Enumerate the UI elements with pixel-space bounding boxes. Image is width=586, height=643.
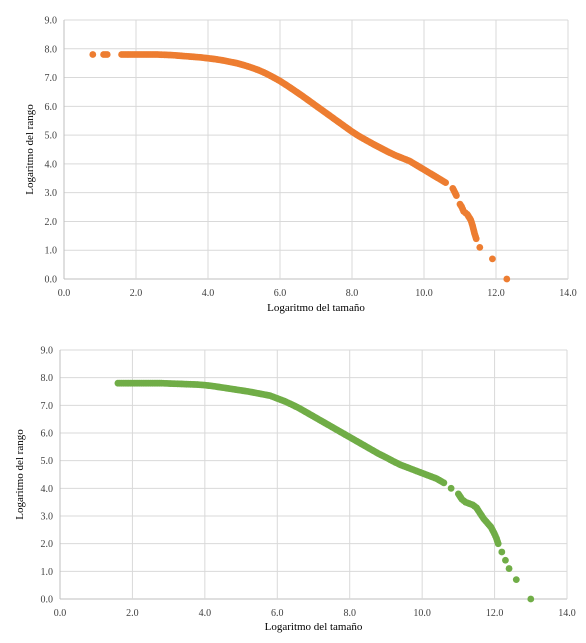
y-axis-label: Logaritmo del rango (14, 429, 26, 520)
x-tick-label: 8.0 (343, 608, 356, 619)
y-tick-label: 8.0 (45, 44, 58, 55)
y-tick-label: 1.0 (41, 567, 54, 578)
x-tick-label: 8.0 (346, 288, 359, 299)
x-tick-label: 10.0 (413, 608, 431, 619)
data-point (489, 255, 496, 263)
x-tick-label: 4.0 (202, 288, 215, 299)
x-tick-label: 10.0 (415, 288, 433, 299)
data-point (103, 51, 111, 58)
y-tick-label: 7.0 (45, 73, 58, 84)
x-tick-label: 12.0 (486, 608, 504, 619)
data-point (527, 595, 535, 603)
y-tick-label: 5.0 (45, 131, 58, 142)
x-tick-label: 2.0 (126, 608, 139, 619)
y-tick-label: 7.0 (41, 401, 54, 412)
chart-bottom: 0.0 1.0 2.0 3.0 4.0 5.0 6.0 7.0 8.0 9.0 0.0 2.0 4.0 6… (14, 346, 576, 634)
x-tick-label: 14.0 (558, 608, 576, 619)
data-point (442, 179, 449, 186)
y-tick-label: 0.0 (41, 595, 54, 606)
x-tick-label: 0.0 (58, 288, 71, 299)
data-point (447, 484, 455, 492)
y-tick-label: 2.0 (41, 539, 54, 550)
y-tick-label: 0.0 (45, 275, 58, 286)
data-point (89, 51, 97, 58)
y-tick-label: 5.0 (41, 456, 54, 467)
y-tick-label: 6.0 (41, 429, 54, 440)
x-tick-label: 4.0 (199, 608, 212, 619)
data-point (472, 235, 480, 243)
data-point (498, 548, 506, 556)
data-point (494, 540, 502, 548)
y-tick-label: 8.0 (41, 373, 54, 384)
x-tick-label: 6.0 (271, 608, 284, 619)
data-point (505, 565, 513, 572)
x-tick-label: 14.0 (559, 288, 577, 299)
x-tick-label: 2.0 (130, 288, 143, 299)
y-tick-label: 9.0 (41, 346, 54, 357)
y-tick-label: 3.0 (41, 512, 54, 523)
data-point (476, 243, 484, 251)
y-tick-label: 2.0 (45, 217, 58, 228)
y-tick-label: 4.0 (41, 484, 54, 495)
data-point (502, 556, 509, 564)
y-tick-label: 1.0 (45, 246, 58, 257)
x-tick-label: 0.0 (54, 608, 67, 619)
x-tick-label: 12.0 (487, 288, 505, 299)
y-tick-label: 6.0 (45, 102, 58, 113)
y-axis-label: Logaritmo del rango (24, 104, 36, 195)
data-point (440, 479, 448, 487)
y-tick-label: 9.0 (45, 16, 58, 27)
x-tick-label: 6.0 (274, 288, 287, 299)
data-point (503, 275, 511, 283)
y-tick-label: 4.0 (45, 159, 58, 170)
chart-top: 0.0 1.0 2.0 3.0 4.0 5.0 6.0 7.0 8.0 9.0 0.0 2.0 4.0 6… (24, 16, 577, 315)
data-point (453, 192, 460, 199)
data-point (512, 576, 520, 584)
x-axis-label: Logaritmo del tamaño (265, 621, 363, 633)
y-tick-label: 3.0 (45, 188, 58, 199)
x-axis-label: Logaritmo del tamaño (267, 302, 365, 314)
